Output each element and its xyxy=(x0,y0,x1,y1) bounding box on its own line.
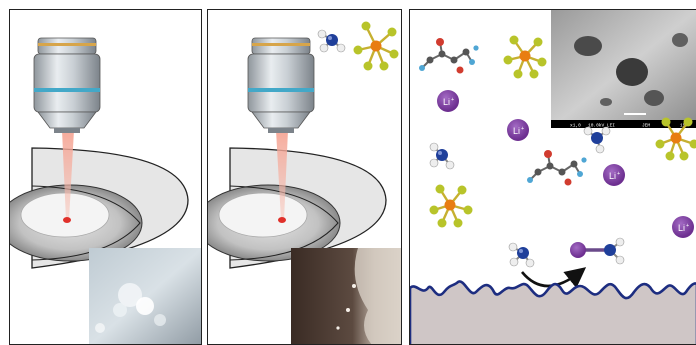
fec-molecule-icon xyxy=(419,38,479,74)
sem-info-right: JEM xyxy=(642,123,650,129)
sample-holder xyxy=(208,147,387,269)
laser-beam xyxy=(62,130,74,220)
sem-info-left: x1,0 xyxy=(570,123,581,129)
pf6-anion-icon xyxy=(655,117,696,161)
laser-beam xyxy=(276,130,288,220)
ammonia-molecule-icon xyxy=(429,142,455,170)
ammonia-molecule-icon xyxy=(508,242,535,268)
svg-text:Li: Li xyxy=(443,97,450,107)
ammonia-molecule-icon xyxy=(317,29,346,53)
lithium-ion-icon: Li + xyxy=(603,164,625,186)
laser-spot xyxy=(63,217,71,223)
microscope-photo xyxy=(89,248,201,344)
lithium-ion-icon: Li + xyxy=(507,119,529,141)
lithium-amide-product-icon xyxy=(570,237,625,265)
electrode-interface xyxy=(410,280,696,344)
fec-molecule-icon xyxy=(527,150,587,186)
pf6-anion-icon xyxy=(429,184,473,228)
sem-micrograph: x1,0 10.0kV LEI JEM 15: xyxy=(551,10,696,129)
svg-text:+: + xyxy=(617,171,620,177)
ammonia-molecule-icon xyxy=(583,126,611,154)
lithium-ion-icon: Li + xyxy=(672,216,694,238)
panel-in-situ-microscopy-pristine xyxy=(9,9,202,345)
svg-text:+: + xyxy=(451,97,454,103)
pf6-anion-icon xyxy=(503,35,547,79)
microscope-objective-icon xyxy=(33,37,101,133)
microscope-photo xyxy=(291,248,401,344)
svg-text:+: + xyxy=(521,126,524,132)
microscope-objective-icon xyxy=(247,37,315,133)
laser-spot xyxy=(278,217,286,223)
reaction-arrow xyxy=(520,267,587,289)
pf6-anion-icon xyxy=(353,21,399,71)
panel-in-situ-microscopy-ammonia xyxy=(207,9,402,345)
sem-info-mid: 10.0kV LEI xyxy=(588,123,615,129)
svg-text:Li: Li xyxy=(678,223,685,233)
svg-text:Li: Li xyxy=(513,126,520,136)
svg-text:+: + xyxy=(686,223,689,229)
svg-text:Li: Li xyxy=(609,171,616,181)
lithium-ion-icon: Li + xyxy=(437,90,459,112)
panel-electrolyte-interface: x1,0 10.0kV LEI JEM 15: xyxy=(409,9,696,345)
